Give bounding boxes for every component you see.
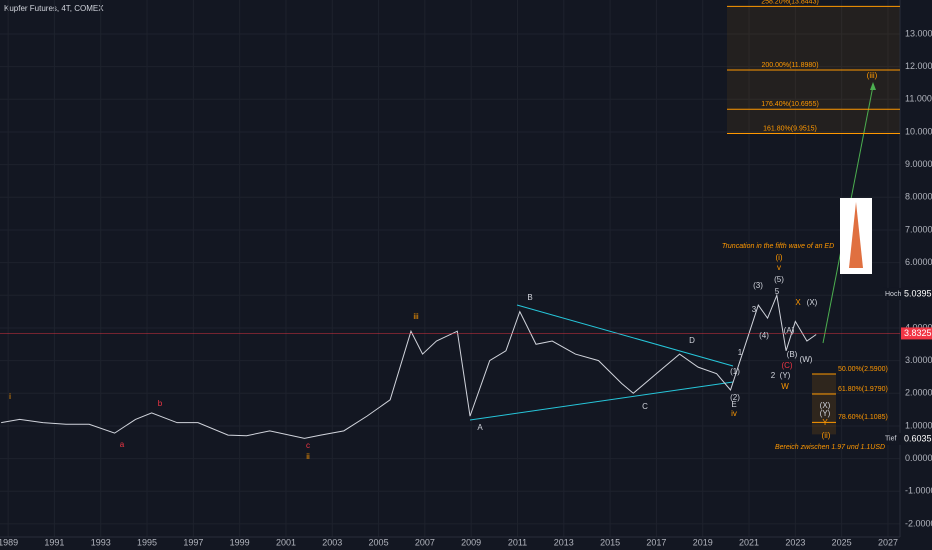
x-tick-label: 1993 xyxy=(91,537,111,547)
wave-label: (ii) xyxy=(822,431,831,440)
fib-label: 258.20%(13.8443) xyxy=(761,0,819,5)
price-name-bg xyxy=(883,432,901,445)
wave-label: A xyxy=(477,423,483,432)
wave-label: 5 xyxy=(775,287,780,296)
price-label: 0.6035 xyxy=(904,433,932,443)
wave-label: D xyxy=(689,336,695,345)
wave-label: iv xyxy=(731,409,737,418)
x-tick-label: 2013 xyxy=(554,537,574,547)
wave-label: ii xyxy=(306,452,310,461)
price-line xyxy=(1,293,817,439)
note: Bereich zwischen 1.97 und 1.1USD xyxy=(775,444,885,451)
price-label-bg xyxy=(901,327,932,340)
fib-label: 176.40%(10.6955) xyxy=(761,101,819,108)
wave-label: E xyxy=(731,400,736,409)
price-name: Tief xyxy=(885,436,896,443)
trend-line xyxy=(469,381,734,421)
arrow-head xyxy=(870,82,876,90)
x-tick-label: 2015 xyxy=(600,537,620,547)
y-tick-label: 8.0000 xyxy=(905,192,932,202)
wave-label: v xyxy=(777,263,781,272)
y-tick-label: 12.0000 xyxy=(905,61,932,71)
x-tick-label: 2005 xyxy=(369,537,389,547)
wave-label: b xyxy=(158,399,163,408)
x-tick-label: 2017 xyxy=(646,537,666,547)
wave-label: 2 xyxy=(771,371,776,380)
wave-label: (Y) xyxy=(780,371,791,380)
y-tick-label: 0.0000 xyxy=(905,453,932,463)
trend-line xyxy=(516,304,734,367)
fib-label: 200.00%(11.8980) xyxy=(761,62,818,69)
wave-label: c xyxy=(306,441,310,450)
y-tick-label: -2.0000 xyxy=(905,518,932,528)
fib-label: 78.60%(1.1085) xyxy=(838,414,888,421)
y-tick-label: 13.0000 xyxy=(905,28,932,38)
wave-label: a xyxy=(120,440,125,449)
price-label: 3.8325 xyxy=(904,328,932,338)
x-tick-label: 2019 xyxy=(693,537,713,547)
x-tick-label: 2001 xyxy=(276,537,296,547)
x-tick-label: 1997 xyxy=(183,537,203,547)
wave-label: (B) xyxy=(787,350,798,359)
wave-label: (5) xyxy=(774,275,784,284)
x-tick-label: 2021 xyxy=(739,537,759,547)
price-name-bg xyxy=(883,287,901,300)
y-tick-label: 9.0000 xyxy=(905,159,932,169)
x-tick-label: 2003 xyxy=(322,537,342,547)
y-tick-label: 2.0000 xyxy=(905,388,932,398)
y-tick-label: 7.0000 xyxy=(905,224,932,234)
wave-label: (i) xyxy=(775,253,782,262)
wave-label: (Y) xyxy=(820,409,831,418)
y-tick-label: 1.0000 xyxy=(905,420,932,430)
y-tick-label: 11.0000 xyxy=(905,94,932,104)
rocket-body xyxy=(849,202,863,268)
note: Truncation in the fifth wave of an ED xyxy=(722,243,834,250)
y-tick-label: 3.0000 xyxy=(905,355,932,365)
y-tick-label: 4.0000 xyxy=(905,322,932,332)
wave-label: (A) xyxy=(784,326,795,335)
wave-label: (X) xyxy=(820,401,831,410)
x-tick-label: 1995 xyxy=(137,537,157,547)
wave-label: (W) xyxy=(800,355,813,364)
wave-label: (iii) xyxy=(867,71,878,80)
price-label: 5.0395 xyxy=(904,288,932,298)
wave-label: (1) xyxy=(730,367,740,376)
price-name: Hoch xyxy=(885,291,901,298)
fib-label: 161.80%(9.9515) xyxy=(763,125,817,132)
fib-label: 61.80%(1.9790) xyxy=(838,386,888,393)
x-tick-label: 2027 xyxy=(878,537,898,547)
wave-label: (4) xyxy=(759,331,769,340)
wave-label: B xyxy=(527,293,532,302)
x-tick-label: 2011 xyxy=(508,537,527,547)
wave-label: W xyxy=(781,382,789,391)
wave-label: X xyxy=(795,298,801,307)
wave-label: C xyxy=(642,402,648,411)
x-tick-label: 2025 xyxy=(832,537,852,547)
wave-label: 3 xyxy=(752,305,757,314)
price-label-bg xyxy=(901,287,932,300)
y-tick-label: 6.0000 xyxy=(905,257,932,267)
x-tick-label: 1989 xyxy=(0,537,18,547)
x-tick-label: 2007 xyxy=(415,537,435,547)
wave-label: (C) xyxy=(781,361,792,370)
wave-label: iii xyxy=(413,312,419,321)
x-tick-label: 2023 xyxy=(785,537,805,547)
x-tick-label: 2009 xyxy=(461,537,481,547)
wave-label: (2) xyxy=(730,393,740,402)
x-tick-label: 1999 xyxy=(230,537,250,547)
fib-zone xyxy=(812,374,836,435)
wave-label: 1 xyxy=(738,348,743,357)
y-tick-label: -1.0000 xyxy=(905,486,932,496)
fib-label: 50.00%(2.5900) xyxy=(838,366,888,373)
wave-label: Y xyxy=(822,418,828,427)
wave-label: i xyxy=(9,392,11,401)
wave-label: (3) xyxy=(753,281,763,290)
price-label-bg xyxy=(901,432,932,445)
y-tick-label: 10.0000 xyxy=(905,126,932,136)
wave-label: (X) xyxy=(807,298,818,307)
x-tick-label: 1991 xyxy=(44,537,64,547)
